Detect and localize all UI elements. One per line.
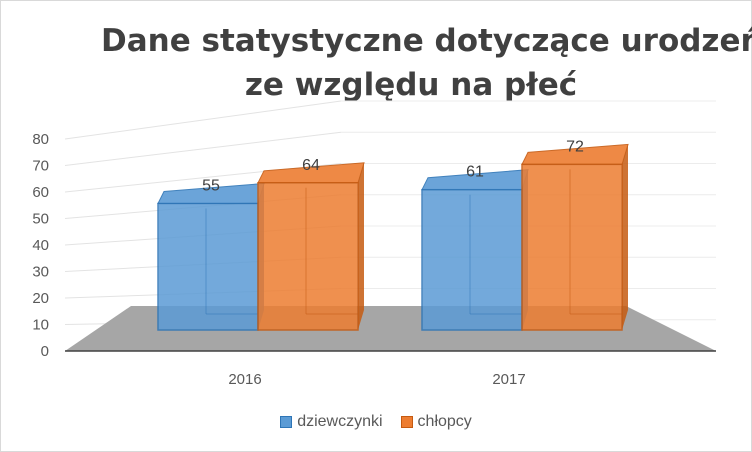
data-labels: 55 64 61 72 bbox=[202, 138, 584, 194]
y-tick-label: 30 bbox=[32, 264, 49, 281]
legend: dziewczynki chłopcy bbox=[1, 413, 751, 431]
legend-swatch-dziewczynki bbox=[280, 416, 293, 428]
x-tick-label: 2017 bbox=[492, 371, 525, 388]
y-tick-label: 0 bbox=[41, 343, 49, 360]
gridline bbox=[64, 100, 342, 140]
y-tick-label: 80 bbox=[32, 131, 49, 148]
y-tick-label: 10 bbox=[32, 317, 49, 334]
bar-chłopcy-2016 bbox=[257, 182, 359, 331]
gridline bbox=[64, 131, 342, 166]
y-axis-ticks: 0 10 20 30 40 50 60 70 80 bbox=[32, 131, 49, 360]
chart-title: Dane statystyczne dotyczące urodzeń ze w… bbox=[101, 19, 752, 107]
y-tick-label: 40 bbox=[32, 237, 49, 254]
data-label: 55 bbox=[202, 178, 220, 195]
legend-item-dziewczynki: dziewczynki bbox=[280, 413, 383, 431]
plot-area: 0 10 20 30 40 50 60 70 80 55 64 61 72 2016 2017 bbox=[32, 100, 716, 388]
bar-side bbox=[358, 162, 364, 330]
bar-side bbox=[622, 144, 628, 330]
x-tick-label: 2016 bbox=[228, 371, 261, 388]
y-tick-label: 20 bbox=[32, 290, 49, 307]
data-label: 72 bbox=[566, 138, 584, 155]
x-axis-ticks: 2016 2017 bbox=[228, 371, 525, 388]
bar-dziewczynki-2016 bbox=[157, 202, 259, 331]
data-label: 64 bbox=[302, 157, 320, 174]
legend-item-chlopcy: chłopcy bbox=[400, 413, 472, 431]
y-tick-label: 50 bbox=[32, 211, 49, 228]
data-label: 61 bbox=[466, 164, 484, 181]
y-tick-label: 70 bbox=[32, 158, 49, 175]
legend-label-dziewczynki: dziewczynki bbox=[297, 413, 383, 430]
legend-swatch-chlopcy bbox=[400, 416, 413, 428]
bar-chłopcy-2017 bbox=[521, 163, 623, 331]
bars bbox=[157, 143, 629, 331]
chart-title-line-1: Dane statystyczne dotyczące urodzeń bbox=[101, 23, 752, 59]
chart-title-line-2: ze względu na płeć bbox=[244, 67, 578, 103]
y-tick-label: 60 bbox=[32, 184, 49, 201]
bar-dziewczynki-2017 bbox=[421, 188, 523, 331]
legend-label-chlopcy: chłopcy bbox=[417, 413, 472, 430]
